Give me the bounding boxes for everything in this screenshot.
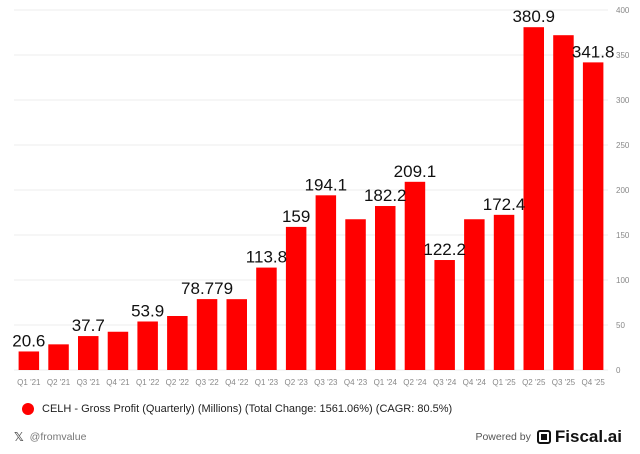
bar-8[interactable]: [256, 267, 277, 370]
bar-6[interactable]: [196, 299, 218, 370]
footer-handle: 𝕏 @fromvalue: [14, 430, 86, 444]
fiscal-logo-icon: [536, 430, 551, 444]
handle-text: @fromvalue: [29, 431, 87, 443]
x-tick-label: Q1 '22: [136, 378, 160, 387]
bar-16[interactable]: [493, 214, 515, 370]
x-tick-label: Q3 '24: [433, 378, 457, 387]
x-tick-label: Q3 '25: [552, 378, 576, 387]
bar-7[interactable]: [226, 299, 247, 370]
bar-18[interactable]: [553, 35, 574, 370]
x-logo-icon: 𝕏: [14, 430, 24, 444]
data-label: 53.9: [131, 301, 164, 320]
bar-15[interactable]: [464, 219, 485, 370]
data-label: 78.779: [181, 279, 233, 298]
bar-3[interactable]: [107, 331, 129, 370]
x-tick-label: Q4 '24: [463, 378, 487, 387]
x-tick-label: Q1 '23: [255, 378, 279, 387]
x-tick-label: Q1 '24: [374, 378, 398, 387]
y-tick-label: 0: [616, 366, 621, 375]
data-label: 37.7: [72, 316, 105, 335]
data-label: 122.2: [423, 240, 466, 259]
bar-13[interactable]: [404, 181, 426, 370]
bar-17[interactable]: [523, 27, 544, 370]
x-tick-label: Q4 '21: [106, 378, 130, 387]
bar-4[interactable]: [137, 321, 158, 370]
x-tick-label: Q2 '24: [403, 378, 427, 387]
legend-label: CELH - Gross Profit (Quarterly) (Million…: [42, 403, 453, 415]
x-tick-label: Q4 '25: [581, 378, 605, 387]
y-tick-label: 200: [616, 186, 630, 195]
data-labels: 20.6 37.7 53.9 78.779 113.8 159 194.1 182.2 209.…: [12, 7, 614, 350]
x-tick-label: Q3 '23: [314, 378, 338, 387]
x-tick-label: Q2 '22: [166, 378, 190, 387]
grid-lines: [14, 9, 608, 371]
legend-marker: [22, 403, 34, 415]
y-tick-label: 150: [616, 231, 630, 240]
data-label: 182.2: [364, 186, 407, 205]
powered-by-text: Powered by: [475, 431, 531, 443]
bar-1[interactable]: [48, 344, 69, 370]
data-label: 380.9: [512, 7, 555, 26]
y-tick-label: 300: [616, 96, 630, 105]
data-label: 209.1: [394, 162, 437, 181]
x-tick-label: Q3 '22: [195, 378, 219, 387]
x-tick-label: Q2 '25: [522, 378, 546, 387]
x-tick-label: Q2 '21: [47, 378, 71, 387]
y-tick-label: 400: [616, 6, 630, 15]
data-label: 341.8: [572, 42, 615, 61]
y-tick-label: 250: [616, 141, 630, 150]
x-tick-label: Q3 '21: [77, 378, 101, 387]
bar-chart: 20.6 37.7 53.9 78.779 113.8 159 194.1 182.2 209.…: [12, 6, 630, 387]
bar-11[interactable]: [345, 219, 366, 370]
data-label: 20.6: [12, 331, 45, 350]
legend[interactable]: CELH - Gross Profit (Quarterly) (Million…: [22, 401, 452, 417]
footer-brand: Powered by Fiscal.ai: [475, 427, 622, 447]
x-tick-label: Q4 '23: [344, 378, 368, 387]
bar-9[interactable]: [285, 226, 307, 370]
bar-14[interactable]: [434, 260, 455, 370]
data-label: 113.8: [246, 248, 287, 267]
x-tick-label: Q4 '22: [225, 378, 249, 387]
bar-0[interactable]: [18, 351, 40, 370]
brand-name: Fiscal.ai: [554, 427, 622, 446]
x-tick-label: Q2 '23: [284, 378, 308, 387]
data-label: 172.4: [483, 195, 526, 214]
bar-19[interactable]: [582, 62, 604, 370]
bar-12[interactable]: [375, 206, 396, 370]
y-tick-label: 350: [616, 51, 630, 60]
bar-5[interactable]: [167, 316, 188, 370]
bar-2[interactable]: [78, 336, 99, 370]
x-tick-label: Q1 '21: [17, 378, 41, 387]
y-tick-label: 50: [616, 321, 625, 330]
data-label: 194.1: [305, 175, 348, 194]
x-tick-labels: Q1 '21 Q2 '21 Q3 '21 Q4 '21 Q1 '22 Q2 '22 Q3 '…: [17, 378, 605, 387]
x-tick-label: Q1 '25: [492, 378, 516, 387]
data-label: 159: [282, 207, 310, 226]
bars: [18, 27, 604, 370]
bar-10[interactable]: [315, 195, 337, 370]
y-tick-labels: 0 50 100 150 200 250 300 350 400: [616, 6, 630, 375]
y-tick-label: 100: [616, 276, 630, 285]
